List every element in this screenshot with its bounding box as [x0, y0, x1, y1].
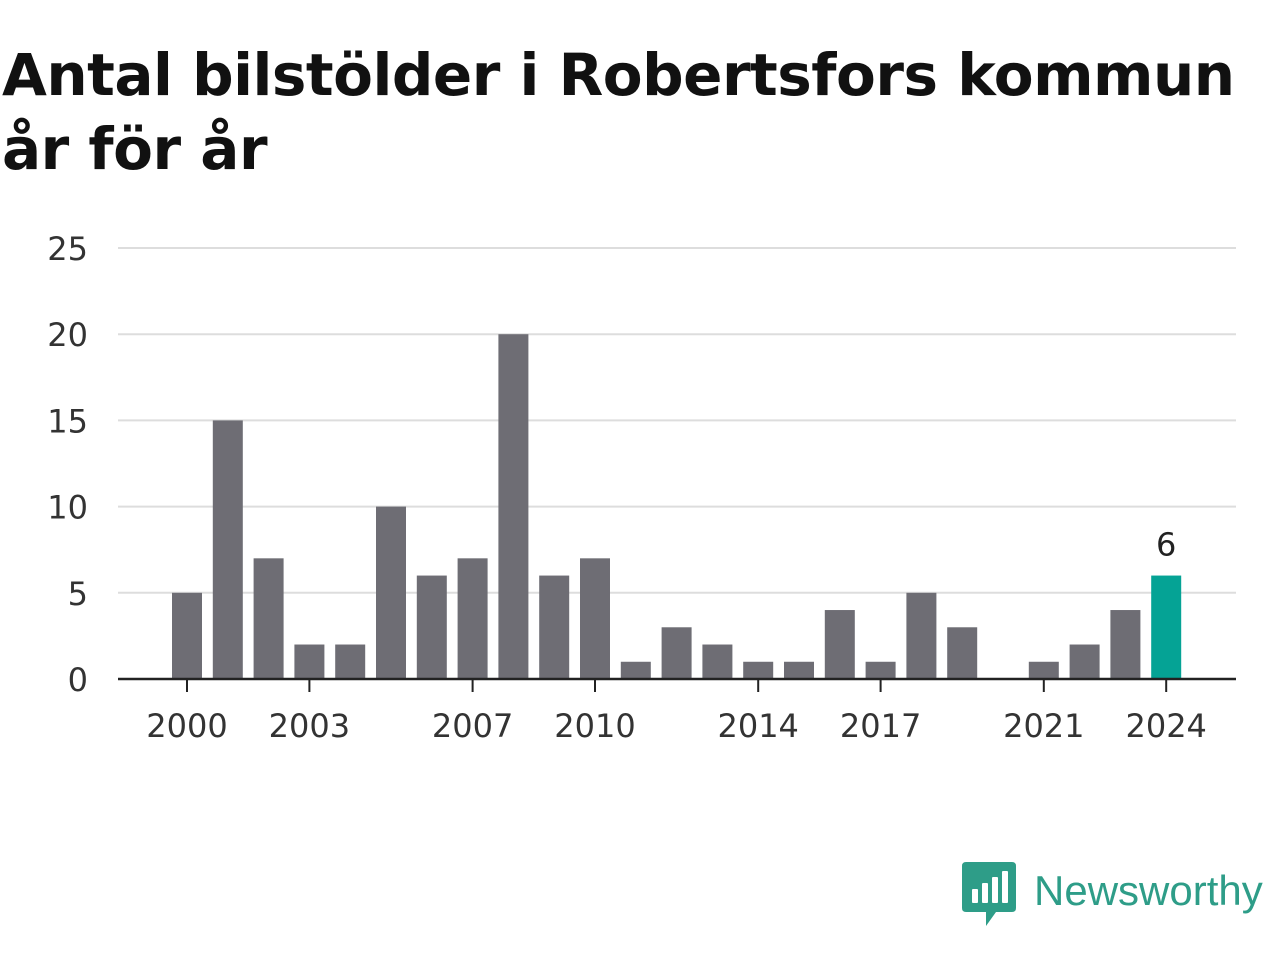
bar-2017 — [865, 661, 896, 679]
y-tick-label: 10 — [47, 489, 88, 527]
y-tick-label: 25 — [47, 230, 88, 268]
bar-2021 — [1028, 661, 1059, 679]
x-tick-label: 2021 — [1003, 707, 1084, 745]
bars — [172, 334, 1182, 679]
x-tick-label: 2014 — [717, 707, 798, 745]
x-tick-label: 2024 — [1125, 707, 1206, 745]
chart-title: Antal bilstölder i Robertsfors kommun år… — [2, 41, 1235, 183]
bar-2007 — [457, 558, 488, 679]
y-tick-label: 15 — [47, 402, 88, 440]
x-axis-ticks: 2000 2003 2007 2010 2014 2017 2021 2024 — [146, 679, 1207, 745]
y-tick-label: 20 — [47, 316, 88, 354]
bar-2002 — [253, 558, 284, 679]
newsworthy-logo[interactable]: Newsworthy — [962, 862, 1263, 928]
bar-2005 — [376, 506, 406, 679]
bar-2001 — [212, 420, 243, 679]
bar-2013 — [702, 644, 733, 679]
y-tick-label: 0 — [68, 661, 88, 699]
bar-2014 — [743, 661, 774, 679]
bar-2003 — [294, 644, 325, 679]
gridlines — [118, 247, 1236, 594]
bar-2023 — [1110, 610, 1141, 679]
newsworthy-logo-icon — [962, 862, 1016, 926]
bar-2008 — [498, 334, 529, 679]
bar-2015 — [784, 661, 814, 679]
x-tick-label: 2010 — [554, 707, 635, 745]
x-tick-label: 2000 — [146, 707, 227, 745]
bar-2010 — [580, 558, 610, 679]
bar-2012 — [661, 627, 692, 679]
y-tick-label: 5 — [68, 575, 88, 613]
bar-2009 — [539, 575, 570, 679]
bar-2022 — [1069, 644, 1100, 679]
x-tick-label: 2003 — [269, 707, 350, 745]
bar-2006 — [416, 575, 447, 679]
bar-2004 — [335, 644, 366, 679]
brand-name: Newsworthy — [1034, 867, 1263, 914]
data-labels: 6 — [1156, 526, 1176, 564]
bar-2019 — [947, 627, 978, 679]
bar-2011 — [620, 661, 651, 679]
bar-2018 — [906, 592, 937, 679]
x-tick-label: 2017 — [840, 707, 921, 745]
bar-2024 — [1151, 575, 1182, 679]
y-axis-tick-labels: 0 5 10 15 20 25 — [47, 230, 88, 699]
data-label-2024: 6 — [1156, 526, 1176, 564]
x-tick-label: 2007 — [432, 707, 513, 745]
bar-2016 — [824, 610, 855, 679]
bar-2000 — [172, 592, 202, 679]
